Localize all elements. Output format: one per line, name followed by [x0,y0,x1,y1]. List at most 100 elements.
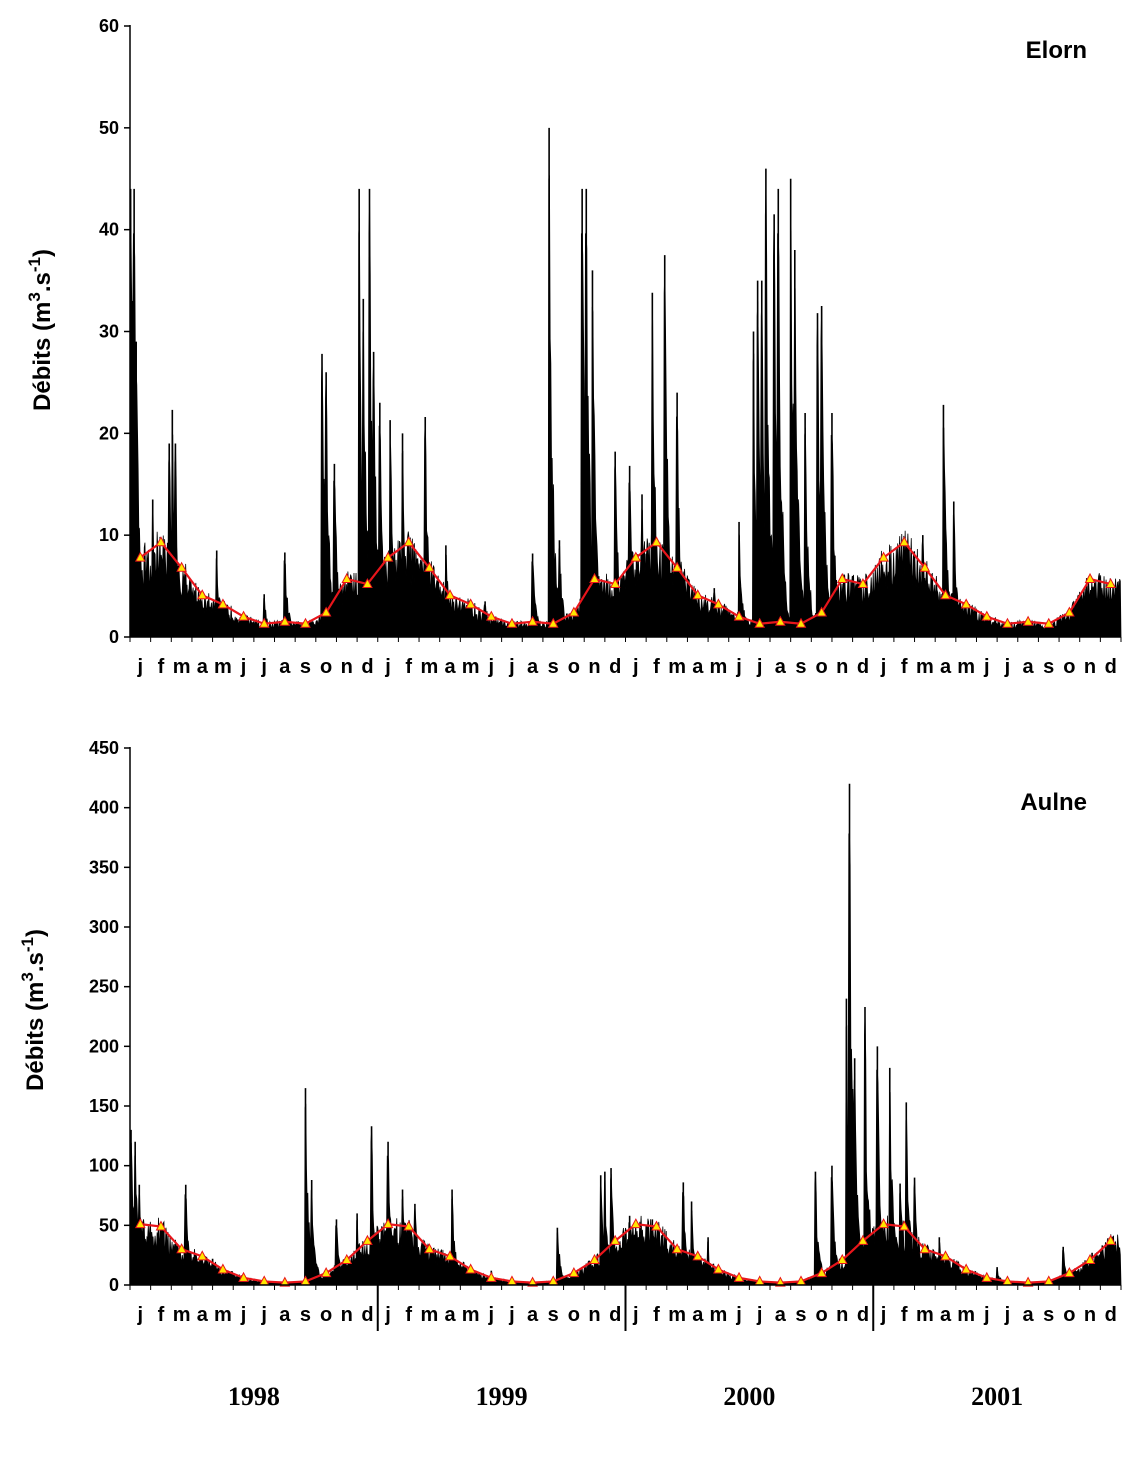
elorn-month-label-25: f [653,656,660,678]
aulne-month-label-32: s [795,1304,806,1326]
aulne-y-tick-label-7: 350 [89,857,119,877]
aulne-month-label-43: a [1023,1304,1035,1326]
aulne-month-label-16: m [462,1304,480,1326]
aulne-month-label-13: f [405,1304,412,1326]
elorn-mean-marker-17 [485,610,497,621]
aulne-mean-marker-12 [382,1218,394,1229]
elorn-mean-marker-37 [898,536,910,547]
elorn-month-label-17: j [488,656,495,678]
elorn-month-label-45: o [1063,656,1075,678]
aulne-mean-marker-24 [630,1218,642,1229]
aulne-month-label-4: m [214,1304,232,1326]
aulne-month-label-33: o [816,1304,828,1326]
elorn-mean-marker-2 [176,561,187,572]
aulne-mean-marker-31 [775,1276,786,1287]
elorn-month-label-28: m [710,656,728,678]
aulne-y-tick-label-9: 450 [89,738,119,758]
elorn-mean-marker-35 [857,577,869,589]
elorn-mean-marker-38 [919,561,931,572]
elorn-mean-marker-23 [609,577,621,589]
elorn-month-label-13: f [405,656,412,678]
elorn-month-label-14: m [420,656,438,678]
aulne-month-label-5: j [240,1304,247,1326]
aulne-chart-panel: Aulne Débits (m3.s-1) 0 50 100 150 200 250 300… [18,738,1122,1411]
aulne-mean-marker-34 [836,1253,848,1264]
elorn-mean-marker-43 [1022,615,1034,626]
aulne-y-tick-label-0: 0 [109,1275,119,1295]
year-labels: 1998 1999 2000 2001 [228,1382,1023,1411]
elorn-month-label-41: j [983,656,990,678]
aulne-mean-marker-43 [1022,1276,1034,1287]
aulne-y-tick-label-3: 150 [89,1096,119,1116]
aulne-month-label-8: s [300,1304,311,1326]
aulne-month-label-12: j [384,1304,391,1326]
aulne-y-tick-label-5: 250 [89,977,119,997]
aulne-mean-marker-33 [816,1267,827,1278]
aulne-month-label-20: s [548,1304,559,1326]
aulne-mean-marker-22 [589,1253,600,1264]
elorn-daily-flow-area [129,175,1122,638]
aulne-month-label-40: m [957,1304,975,1326]
elorn-month-label-22: n [588,656,600,678]
aulne-month-label-23: d [609,1304,621,1326]
aulne-chart-title: Aulne [1020,789,1087,816]
aulne-y-tick-label-4: 200 [89,1036,119,1056]
aulne-month-label-42: j [1004,1304,1011,1326]
year-label-2001: 2001 [971,1382,1023,1411]
elorn-month-label-30: j [756,656,763,678]
elorn-month-label-15: a [444,656,456,678]
elorn-y-tick-label-0: 0 [109,627,119,647]
elorn-month-label-35: d [857,656,869,678]
aulne-month-label-7: a [279,1304,291,1326]
aulne-mean-marker-28 [713,1263,724,1274]
elorn-mean-marker-7 [279,615,291,626]
aulne-mean-marker-17 [485,1271,497,1282]
elorn-mean-marker-1 [155,536,167,547]
elorn-daily-flow-series [129,127,1122,638]
aulne-mean-marker-1 [155,1220,167,1231]
elorn-mean-marker-31 [775,615,786,626]
elorn-mean-marker-4 [217,598,229,609]
aulne-month-label-2: m [173,1304,191,1326]
year-label-1998: 1998 [228,1382,280,1411]
aulne-month-label-25: f [653,1304,660,1326]
aulne-mean-marker-0 [134,1218,146,1229]
elorn-y-tick-label-5: 50 [99,118,119,138]
elorn-mean-marker-6 [258,617,270,628]
elorn-mean-marker-24 [630,551,642,562]
elorn-mean-marker-39 [940,589,951,600]
aulne-mean-marker-45 [1064,1267,1075,1278]
elorn-mean-marker-14 [424,561,435,572]
aulne-month-label-31: a [775,1304,787,1326]
aulne-month-label-22: n [588,1304,600,1326]
aulne-mean-marker-26 [671,1243,683,1254]
aulne-mean-marker-15 [444,1250,456,1261]
elorn-mean-marker-13 [403,536,415,547]
aulne-month-label-24: j [632,1304,639,1326]
elorn-mean-marker-28 [713,598,724,609]
elorn-mean-marker-10 [341,572,353,583]
aulne-month-label-10: n [341,1304,353,1326]
elorn-mean-marker-34 [836,572,848,583]
elorn-month-label-0: j [137,656,144,678]
elorn-month-label-37: f [901,656,908,678]
aulne-mean-marker-39 [940,1250,951,1261]
elorn-month-label-34: n [836,656,848,678]
aulne-month-label-14: m [420,1304,438,1326]
elorn-mean-marker-40 [960,598,972,609]
aulne-month-label-26: m [668,1304,686,1326]
elorn-mean-marker-8 [300,617,311,628]
elorn-mean-marker-42 [1002,617,1013,628]
elorn-month-label-3: a [197,656,209,678]
elorn-month-label-23: d [609,656,621,678]
elorn-month-label-31: a [775,656,787,678]
aulne-y-tick-label-8: 400 [89,798,119,818]
elorn-month-label-8: s [300,656,311,678]
aulne-month-label-34: n [836,1304,848,1326]
elorn-mean-marker-18 [506,617,518,628]
elorn-mean-marker-22 [589,572,600,583]
